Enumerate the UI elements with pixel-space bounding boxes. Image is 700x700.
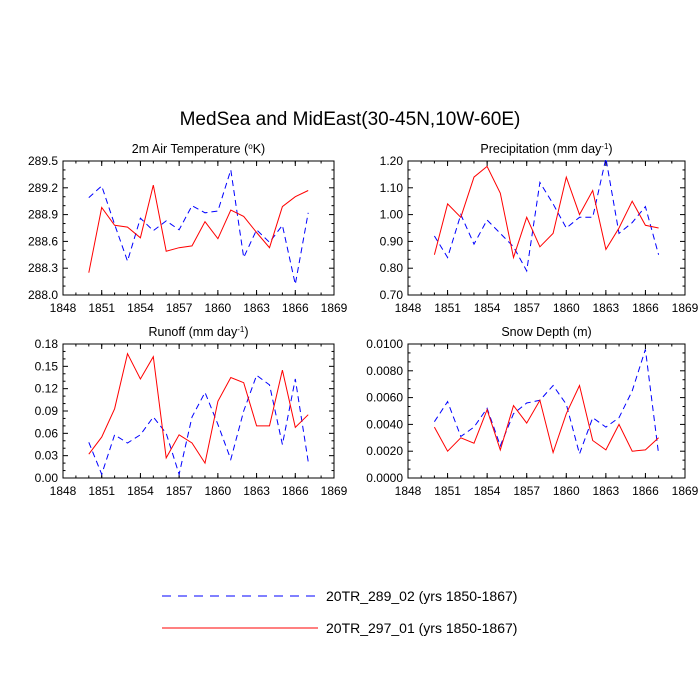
x-tick-label: 1863 [243, 484, 270, 498]
panel-title-main: Runoff (mm day [149, 325, 238, 339]
x-tick-label: 1848 [50, 301, 77, 315]
y-tick-label: 0.0020 [366, 444, 403, 458]
x-tick-label: 1866 [632, 301, 659, 315]
panel-title-sup: o [248, 142, 253, 151]
y-tick-label: 0.0060 [366, 391, 403, 405]
series-line-20TR_289_02 [88, 169, 309, 285]
x-tick-label: 1854 [127, 301, 154, 315]
x-tick-label: 1851 [434, 484, 461, 498]
legend-label-2: 20TR_297_01 (yrs 1850-1867) [326, 620, 517, 636]
series-line-20TR_289_02 [433, 158, 660, 273]
x-tick-label: 1866 [282, 301, 309, 315]
y-tick-label: 288.9 [28, 208, 58, 222]
panel-title-tail: K) [253, 142, 266, 156]
x-tick-label: 1857 [513, 484, 540, 498]
panel-title-tail: ) [244, 325, 248, 339]
x-tick-label: 1857 [166, 301, 193, 315]
y-tick-label: 0.0100 [366, 337, 403, 351]
panel-title-main: Precipitation (mm day [480, 142, 602, 156]
panel-title: Precipitation (mm day-1) [480, 142, 612, 157]
panel-title-sup: -1 [601, 142, 609, 151]
series-line-20TR_297_01 [88, 184, 309, 273]
y-tick-label: 289.2 [28, 181, 58, 195]
x-tick-label: 1869 [672, 484, 699, 498]
x-tick-label: 1851 [88, 301, 115, 315]
x-tick-label: 1869 [672, 301, 699, 315]
y-tick-label: 0.03 [35, 449, 59, 463]
y-tick-label: 1.10 [380, 181, 404, 195]
series-line-20TR_297_01 [88, 352, 309, 465]
panel-title-sup: -1 [237, 325, 245, 334]
panels: 2m Air Temperature (oK) 1848 1851 1854 1857 1… [28, 142, 699, 499]
legend: 20TR_289_02 (yrs 1850-1867) 20TR_297_01 (… [162, 588, 517, 636]
y-tick-label: 0.09 [35, 404, 59, 418]
x-tick-label: 1848 [395, 301, 422, 315]
series-line-20TR_297_01 [433, 165, 659, 260]
panel-title-main: 2m Air Temperature ( [132, 142, 249, 156]
x-tick-label: 1863 [593, 484, 620, 498]
panel-4: Snow Depth (m) 1848 1851 1854 1857 1860 1863 18… [366, 325, 698, 498]
x-tick-label: 1854 [474, 301, 501, 315]
x-tick-label: 1860 [553, 484, 580, 498]
panel-title: Snow Depth (m) [501, 325, 591, 339]
plot-frame [62, 160, 335, 296]
y-tick-label: 0.0080 [366, 364, 403, 378]
y-tick-label: 0.0000 [366, 471, 403, 485]
y-tick-label: 0.12 [35, 382, 59, 396]
x-tick-label: 1866 [282, 484, 309, 498]
y-tick-label: 0.00 [35, 471, 59, 485]
x-tick-label: 1860 [553, 301, 580, 315]
x-tick-label: 1857 [513, 301, 540, 315]
y-tick-label: 0.70 [380, 288, 404, 302]
plot-frame [407, 160, 686, 296]
x-tick-label: 1863 [243, 301, 270, 315]
y-tick-label: 288.3 [28, 261, 58, 275]
series-line-20TR_289_02 [88, 374, 309, 477]
y-tick-label: 0.0040 [366, 417, 403, 431]
x-tick-label: 1857 [166, 484, 193, 498]
figure-title: MedSea and MidEast(30-45N,10W-60E) [180, 109, 521, 130]
y-tick-label: 289.5 [28, 154, 58, 168]
x-tick-label: 1860 [205, 301, 232, 315]
x-tick-label: 1863 [593, 301, 620, 315]
x-tick-label: 1860 [205, 484, 232, 498]
x-tick-label: 1851 [434, 301, 461, 315]
plot-frame [407, 343, 686, 479]
y-tick-label: 0.18 [35, 337, 59, 351]
y-tick-label: 1.00 [380, 208, 404, 222]
panel-3: Runoff (mm day-1) 1848 1851 1854 1857 1860 186… [35, 325, 348, 499]
y-tick-label: 1.20 [380, 154, 404, 168]
series-line-20TR_289_02 [433, 349, 660, 456]
x-tick-label: 1854 [127, 484, 154, 498]
x-tick-label: 1854 [474, 484, 501, 498]
series-line-20TR_297_01 [433, 383, 659, 455]
y-tick-label: 0.06 [35, 426, 59, 440]
legend-label-1: 20TR_289_02 (yrs 1850-1867) [326, 588, 517, 604]
panel-title-tail: ) [608, 142, 612, 156]
x-tick-label: 1848 [395, 484, 422, 498]
plot-frame [62, 343, 335, 479]
x-tick-label: 1869 [321, 484, 348, 498]
panel-title-main: Snow Depth (m) [501, 325, 591, 339]
panel-1: 2m Air Temperature (oK) 1848 1851 1854 1857 1… [28, 142, 348, 316]
y-tick-label: 288.0 [28, 288, 58, 302]
x-tick-label: 1848 [50, 484, 77, 498]
x-tick-label: 1866 [632, 484, 659, 498]
y-tick-label: 0.15 [35, 359, 59, 373]
y-tick-label: 0.80 [380, 261, 404, 275]
panel-title: 2m Air Temperature (oK) [132, 142, 265, 157]
panel-2: Precipitation (mm day-1) 1848 1851 1854 1857… [380, 142, 699, 316]
panel-title: Runoff (mm day-1) [149, 325, 249, 340]
y-tick-label: 288.6 [28, 234, 58, 248]
y-tick-label: 0.90 [380, 234, 404, 248]
x-tick-label: 1851 [88, 484, 115, 498]
x-tick-label: 1869 [321, 301, 348, 315]
